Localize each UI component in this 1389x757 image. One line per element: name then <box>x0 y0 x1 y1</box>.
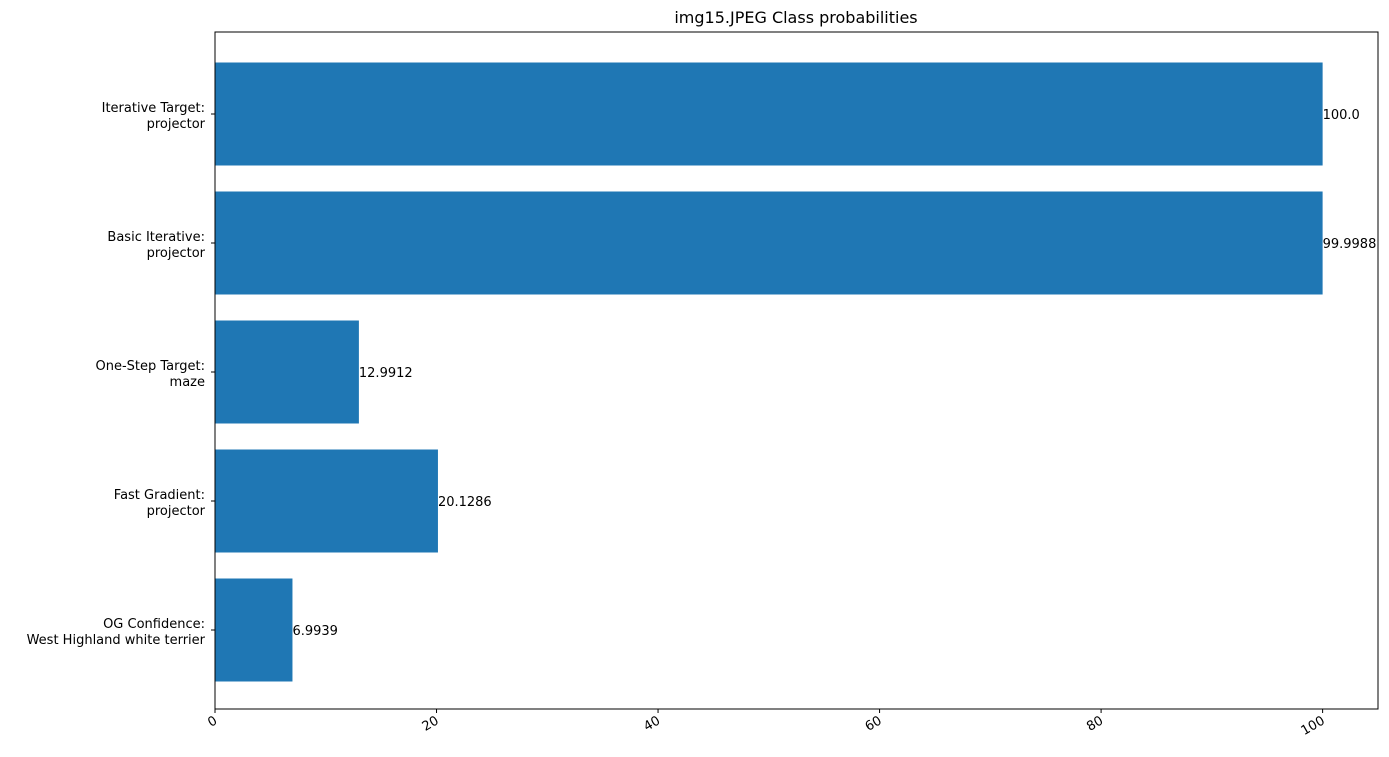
x-tick-label: 80 <box>1084 713 1106 734</box>
bar-value-label: 100.0 <box>1323 108 1360 123</box>
x-tick-label: 40 <box>641 713 663 734</box>
y-tick-label-line: Fast Gradient: <box>114 488 205 503</box>
x-axis: 0 20 40 60 80 100 <box>205 709 1328 739</box>
bar-value-label: 20.1286 <box>438 495 492 510</box>
value-labels-group: 100.0 99.9988 12.9912 20.1286 6.9939 <box>292 108 1376 639</box>
y-tick-label-line: OG Confidence: <box>103 617 205 632</box>
x-tick-label: 100 <box>1299 713 1328 738</box>
bars-group <box>215 62 1323 682</box>
y-tick-label: One-Step Target: maze <box>96 359 206 390</box>
y-tick-label: Basic Iterative: projector <box>107 230 205 261</box>
bar <box>215 449 438 553</box>
x-tick-label: 0 <box>205 713 220 730</box>
y-tick-label-line: projector <box>147 117 206 132</box>
y-tick-label: Fast Gradient: projector <box>114 488 206 519</box>
y-tick-label-line: maze <box>170 375 205 390</box>
y-tick-label: OG Confidence: West Highland white terrie… <box>27 617 206 648</box>
y-tick-label-line: Iterative Target: <box>102 101 205 116</box>
bar <box>215 320 359 424</box>
y-tick-label-line: Basic Iterative: <box>107 230 205 245</box>
plot-frame <box>214 31 1379 710</box>
y-tick-label-line: West Highland white terrier <box>27 633 206 648</box>
bar-value-label: 99.9988 <box>1323 237 1377 252</box>
x-tick-label: 60 <box>863 713 885 734</box>
bar <box>215 191 1323 295</box>
x-tick-label: 20 <box>420 713 442 734</box>
y-tick-label-line: projector <box>147 246 206 261</box>
bar-value-label: 12.9912 <box>359 366 413 381</box>
y-tick-label-line: One-Step Target: <box>96 359 206 374</box>
bar-value-label: 6.9939 <box>292 624 338 639</box>
y-tick-label: Iterative Target: projector <box>102 101 206 132</box>
bar <box>215 578 293 682</box>
bar <box>215 62 1323 166</box>
chart-title: img15.JPEG Class probabilities <box>674 8 917 27</box>
y-tick-label-line: projector <box>147 504 206 519</box>
